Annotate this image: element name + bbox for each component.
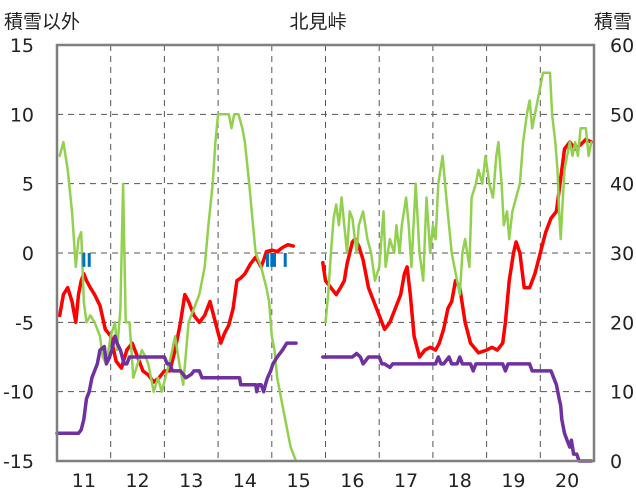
snowfall-bar [266,253,270,267]
series-line-2 [55,334,594,463]
y-right-tick-label: 40 [610,174,634,196]
y-right-tick-label: 0 [610,451,622,473]
snowfall-bar [270,253,274,267]
left-axis-label: 積雪以外 [4,11,80,33]
x-tick-label: 12 [125,470,149,492]
y-left-tick-label: 10 [10,104,34,126]
series-layer [55,71,594,463]
y-right-tick-label: 30 [610,243,634,265]
y-right-tick-label: 60 [610,35,634,57]
snowfall-bar [82,253,86,267]
plot-frame [55,43,596,463]
y-right-tick-label: 10 [610,382,634,404]
snowfall-bar [283,253,287,267]
x-tick-label: 16 [340,470,364,492]
x-tick-label: 14 [233,470,257,492]
y-left-tick-label: 5 [22,174,34,196]
snowfall-bar [272,253,276,267]
y-right-tick-label: 50 [610,104,634,126]
x-tick-label: 11 [72,470,96,492]
y-left-tick-label: -10 [3,382,34,404]
series-line-1 [58,71,593,463]
y-right-tick-label: 20 [610,312,634,334]
x-tick-label: 15 [287,470,311,492]
right-axis-label: 積雪 [594,11,632,33]
x-tick-label: 13 [179,470,203,492]
x-tick-label: 18 [448,470,472,492]
y-left-tick-label: -5 [15,312,34,334]
x-tick-label: 19 [501,470,525,492]
y-left-tick-label: -15 [3,451,34,473]
x-tick-label: 20 [555,470,579,492]
chart-title: 北見峠 [289,11,346,33]
snowfall-bar [87,253,91,267]
y-left-tick-label: 0 [22,243,34,265]
x-tick-label: 17 [394,470,418,492]
y-left-tick-label: 15 [10,35,34,57]
